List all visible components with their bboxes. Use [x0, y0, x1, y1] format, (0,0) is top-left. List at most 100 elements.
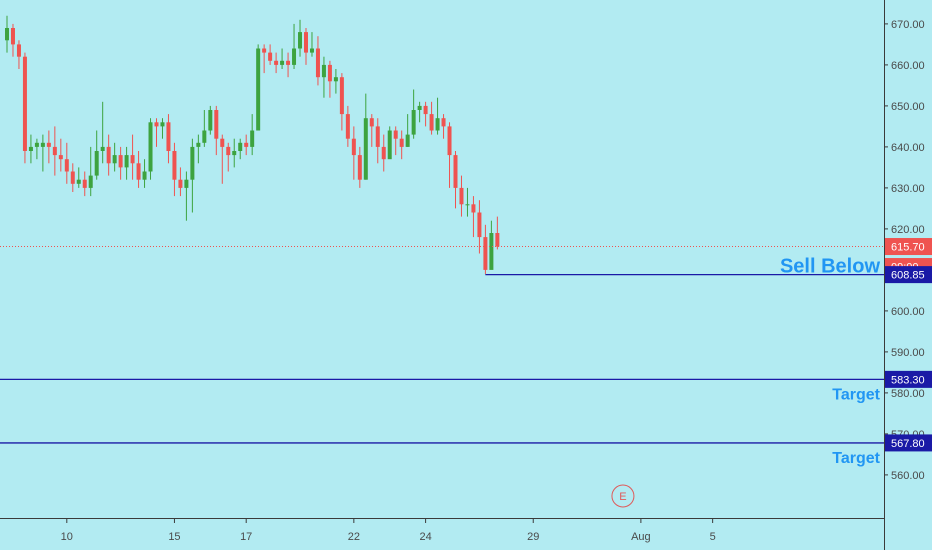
candle-body [465, 204, 470, 206]
candle-body [64, 159, 69, 172]
candle-body [441, 118, 446, 127]
candle-body [40, 142, 45, 147]
candle-body [369, 118, 374, 127]
candle-body [5, 28, 9, 41]
candle-body [178, 179, 183, 188]
candle-body [244, 142, 249, 147]
candle-body [250, 130, 255, 147]
level-price-badge [885, 434, 932, 452]
candle-body [471, 204, 476, 213]
candle-body [495, 233, 500, 247]
level-price-badge [885, 370, 932, 388]
candle-body [136, 163, 141, 180]
candle-body [339, 77, 344, 115]
candle-body [208, 110, 213, 131]
candle-body [315, 48, 320, 78]
candle-body [202, 130, 207, 143]
level-price-badge-text: 583.30 [891, 374, 925, 386]
x-tick-label: 15 [168, 531, 180, 543]
y-tick-label: 670.00 [891, 19, 925, 31]
candle-body [118, 155, 123, 168]
x-tick-label: 17 [240, 531, 252, 543]
candle-body [435, 118, 440, 131]
candle-body [292, 48, 297, 65]
candle-body [184, 179, 189, 188]
candle-body [148, 122, 153, 172]
candle-body [88, 175, 93, 188]
x-tick-label: 29 [527, 531, 539, 543]
candle-body [166, 122, 171, 151]
candle-body [489, 233, 494, 270]
event-marker-layer[interactable]: E [611, 484, 635, 508]
candle-body [327, 64, 332, 82]
x-tick-label: Aug [631, 531, 651, 543]
candle-body [363, 118, 368, 180]
candle-body [232, 151, 237, 156]
candle-body [142, 171, 147, 180]
candle-body [321, 64, 326, 78]
candle-body [453, 155, 458, 188]
candle-body [423, 105, 428, 115]
candle-body [22, 56, 27, 152]
candle-body [52, 146, 57, 156]
candle-body [106, 146, 111, 164]
candle-body [256, 48, 261, 131]
sell-below-label: Sell Below [780, 256, 880, 278]
candle-body [58, 155, 63, 160]
levels-layer: Sell Below Target Target [0, 256, 884, 467]
candle-body [196, 142, 201, 147]
candle-body [130, 155, 135, 164]
candle-body [477, 212, 482, 238]
candle-body [70, 171, 75, 184]
x-tick-label: 10 [61, 531, 73, 543]
current-price-badge [885, 238, 932, 256]
candle-body [298, 32, 303, 49]
level-price-badge [885, 266, 932, 284]
candle-body [417, 105, 422, 110]
candle-body [447, 126, 452, 156]
x-tick-label: 24 [419, 531, 431, 543]
y-tick-label: 580.00 [891, 388, 925, 400]
y-tick-label: 640.00 [891, 142, 925, 154]
candle-body [154, 122, 159, 127]
candle-body [172, 151, 177, 180]
candle-body [286, 60, 291, 65]
candle-body [411, 110, 416, 135]
candle-body [375, 126, 380, 147]
y-tick-label: 620.00 [891, 224, 925, 236]
candle-body [220, 138, 225, 147]
candle-body [112, 155, 117, 164]
candle-body [345, 114, 350, 139]
candle-body [387, 130, 392, 160]
level-price-badge-text: 608.85 [891, 270, 925, 282]
candle-body [381, 146, 386, 160]
candle-body [393, 130, 398, 139]
candle-body [160, 122, 165, 127]
candle-body [399, 138, 404, 147]
y-tick-label: 660.00 [891, 60, 925, 72]
event-marker-label: E [619, 491, 626, 503]
candles-layer [5, 15, 500, 274]
candle-body [309, 48, 314, 53]
candle-body [238, 142, 243, 151]
candle-body [226, 146, 231, 156]
target-label: Target [832, 386, 880, 403]
candle-body [46, 142, 51, 147]
current-price-badge-text: 615.70 [891, 242, 925, 254]
candle-body [28, 146, 33, 151]
candle-body [274, 60, 279, 65]
candle-body [357, 155, 362, 180]
candle-body [405, 134, 410, 147]
candle-body [16, 44, 21, 57]
candle-body [190, 146, 195, 180]
candle-body [76, 179, 81, 184]
candle-body [100, 146, 105, 151]
earnings-event-icon[interactable] [611, 484, 635, 508]
time-axis[interactable]: 10 15 17 22 24 29 Aug 5 [61, 519, 716, 543]
candle-body [304, 32, 308, 53]
candle-body [483, 237, 488, 270]
y-tick-label: 600.00 [891, 306, 925, 318]
target-label: Target [832, 450, 880, 467]
